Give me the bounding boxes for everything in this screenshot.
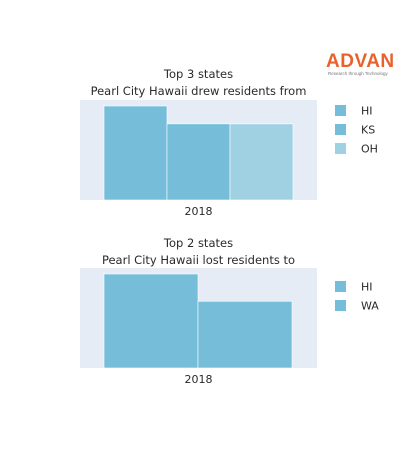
legend-label-hi: HI (361, 105, 373, 118)
legend-swatch-hi (335, 281, 346, 292)
x-tick-label: 2018 (185, 205, 213, 218)
bar-ks (166, 123, 231, 201)
legend-label-hi: HI (361, 281, 373, 294)
chart-2: Top 2 states Pearl City Hawaii lost resid… (80, 236, 379, 386)
legend-label-ks: KS (361, 124, 375, 137)
logo-tagline: Research through Technology (328, 71, 388, 76)
legend-swatch-hi (335, 105, 346, 116)
x-tick-label: 2018 (185, 373, 213, 386)
logo-wordmark: ADVAN (326, 51, 395, 72)
chart-subtitle: Pearl City Hawaii lost residents to (102, 253, 295, 267)
bar-oh (229, 123, 294, 201)
legend-swatch-oh (335, 143, 346, 154)
legend-swatch-ks (335, 124, 346, 135)
legend-label-oh: OH (361, 143, 378, 156)
advan-logo: ADVAN Research through Technology (326, 52, 396, 78)
bar-wa (197, 300, 293, 369)
bar-hi (103, 273, 199, 369)
chart-1: Top 3 states Pearl City Hawaii drew resid… (80, 67, 378, 218)
chart-subtitle: Pearl City Hawaii drew residents from (91, 84, 307, 98)
legend: HI WA (335, 281, 379, 313)
chart-title: Top 2 states (163, 236, 233, 250)
legend: HI KS OH (335, 105, 378, 156)
bar-hi (103, 105, 168, 201)
legend-swatch-wa (335, 300, 346, 311)
chart-title: Top 3 states (163, 67, 233, 81)
legend-label-wa: WA (361, 300, 379, 313)
